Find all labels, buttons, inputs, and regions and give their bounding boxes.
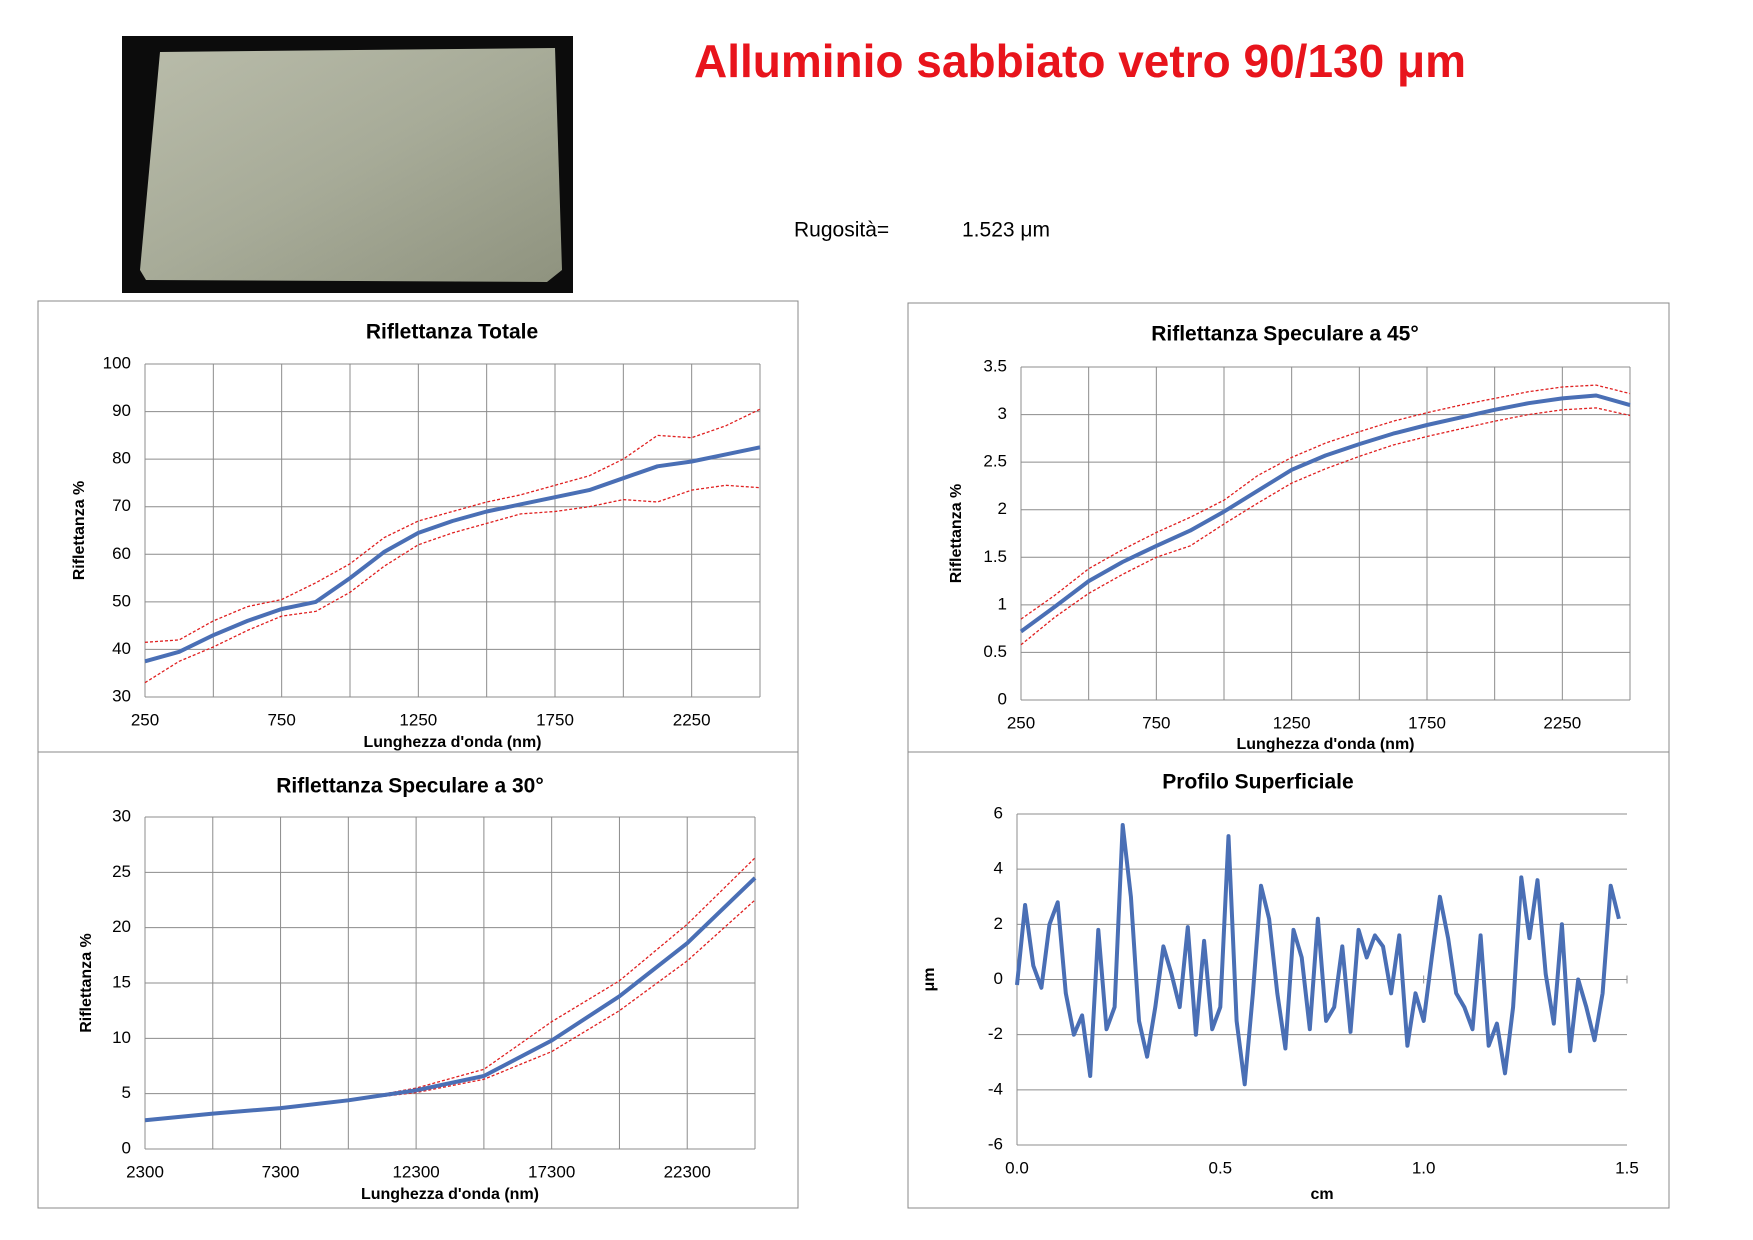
y-tick-label: 2	[998, 499, 1007, 518]
series-line	[144, 484, 761, 684]
roughness-label: Rugosità=	[794, 219, 889, 242]
series-line	[144, 876, 757, 1123]
x-tick-label: 1750	[1408, 713, 1446, 732]
series-line	[144, 445, 761, 664]
x-tick-label: 0.5	[1209, 1158, 1233, 1177]
y-tick-label: 15	[112, 972, 131, 991]
x-axis-label: Lunghezza d'onda (nm)	[363, 734, 541, 751]
x-tick-label: 2250	[673, 710, 711, 729]
x-tick-label: 1250	[1273, 713, 1311, 732]
x-tick-label: 12300	[392, 1162, 439, 1181]
y-tick-label: -4	[988, 1079, 1003, 1098]
x-axis-label: Lunghezza d'onda (nm)	[361, 1186, 539, 1203]
y-tick-label: 60	[112, 544, 131, 563]
y-axis-label: μm	[921, 967, 938, 991]
x-tick-label: 750	[1142, 713, 1170, 732]
y-tick-label: 25	[112, 862, 131, 881]
y-axis-label: Riflettanza %	[71, 481, 88, 581]
y-tick-label: 4	[994, 859, 1003, 878]
y-tick-label: 20	[112, 917, 131, 936]
y-tick-label: 0	[994, 969, 1003, 988]
y-axis-label: Riflettanza %	[78, 933, 95, 1033]
x-axis-label: cm	[1310, 1186, 1333, 1203]
x-tick-label: 1.0	[1412, 1158, 1436, 1177]
x-tick-label: 7300	[262, 1162, 300, 1181]
y-tick-label: 0	[998, 689, 1007, 708]
y-tick-label: 2.5	[983, 452, 1007, 471]
y-tick-label: 3	[998, 404, 1007, 423]
y-tick-label: 100	[103, 353, 131, 372]
x-tick-label: 750	[267, 710, 295, 729]
chart-title: Profilo Superficiale	[1162, 771, 1353, 794]
y-tick-label: -6	[988, 1134, 1003, 1153]
y-tick-label: 90	[112, 401, 131, 420]
chart-title: Riflettanza Totale	[366, 321, 538, 344]
panel-frame	[907, 751, 1670, 1209]
y-tick-label: 50	[112, 591, 131, 610]
y-tick-label: 80	[112, 449, 131, 468]
y-tick-label: 70	[112, 496, 131, 515]
series-line	[1020, 384, 1631, 620]
y-tick-label: 30	[112, 806, 131, 825]
y-tick-label: 10	[112, 1028, 131, 1047]
y-tick-label: 3.5	[983, 356, 1007, 375]
y-tick-label: 2	[994, 914, 1003, 933]
panel-frame	[907, 302, 1670, 753]
sample-photo	[122, 36, 573, 293]
y-tick-label: 6	[994, 803, 1003, 822]
series-line	[1015, 823, 1621, 1087]
series-line	[1020, 407, 1631, 646]
page-title: Alluminio sabbiato vetro 90/130 μm	[694, 35, 1466, 87]
y-tick-label: 1	[998, 594, 1007, 613]
x-axis-label: Lunghezza d'onda (nm)	[1236, 736, 1414, 753]
y-tick-label: -2	[988, 1024, 1003, 1043]
series-line	[1019, 393, 1631, 634]
x-tick-label: 1750	[536, 710, 574, 729]
y-tick-label: 1.5	[983, 547, 1007, 566]
chart-title: Riflettanza Speculare a 45°	[1151, 323, 1419, 346]
series-line	[144, 899, 756, 1121]
x-tick-label: 1.5	[1615, 1158, 1639, 1177]
x-tick-label: 17300	[528, 1162, 575, 1181]
panel-frame	[37, 751, 799, 1209]
x-tick-label: 250	[131, 710, 159, 729]
y-tick-label: 5	[122, 1083, 131, 1102]
x-tick-label: 1250	[399, 710, 437, 729]
series-line	[144, 408, 761, 643]
roughness-value: 1.523 μm	[962, 219, 1050, 242]
y-axis-label: Riflettanza %	[948, 484, 965, 584]
x-tick-label: 2250	[1543, 713, 1581, 732]
series-line	[144, 857, 756, 1121]
y-tick-label: 30	[112, 686, 131, 705]
x-tick-label: 22300	[664, 1162, 711, 1181]
x-tick-label: 2300	[126, 1162, 164, 1181]
y-tick-label: 0	[122, 1138, 131, 1157]
x-tick-label: 250	[1007, 713, 1035, 732]
x-tick-label: 0.0	[1005, 1158, 1029, 1177]
chart-title: Riflettanza Speculare a 30°	[276, 775, 544, 798]
y-tick-label: 40	[112, 639, 131, 658]
y-tick-label: 0.5	[983, 642, 1007, 661]
